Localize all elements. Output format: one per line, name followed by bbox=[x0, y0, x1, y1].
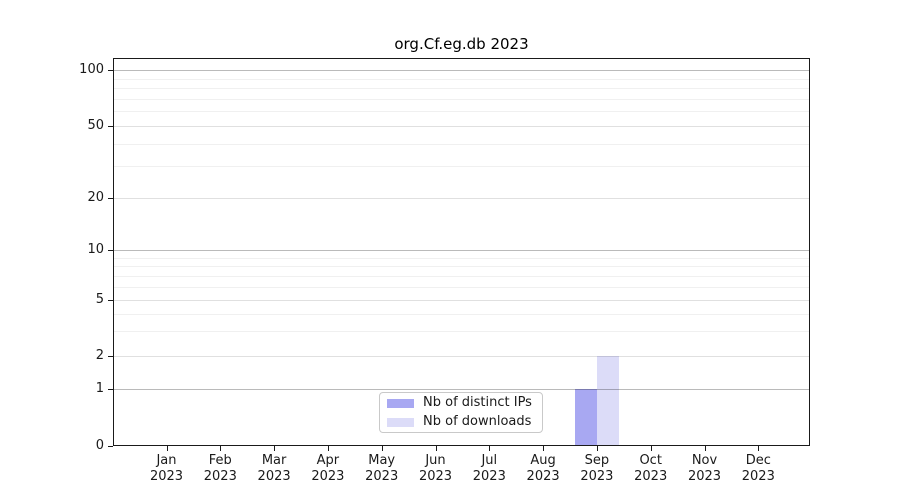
gridline-minor bbox=[114, 286, 809, 288]
gridline-major bbox=[114, 250, 809, 252]
x-tick-label: Nov 2023 bbox=[687, 453, 722, 484]
gridline bbox=[114, 356, 809, 357]
x-tick-label: Jul 2023 bbox=[472, 453, 506, 484]
y-tick-label: 0 bbox=[95, 438, 104, 453]
gridline-minor bbox=[114, 78, 809, 80]
x-tick-label: May 2023 bbox=[365, 453, 399, 484]
bar-distinct-ips bbox=[574, 389, 597, 446]
legend-swatch-downloads bbox=[387, 417, 414, 427]
gridline-minor bbox=[114, 275, 809, 277]
x-tick-label: Jan 2023 bbox=[149, 453, 184, 484]
x-tick-label: Apr 2023 bbox=[311, 453, 345, 484]
x-tick-label: Oct 2023 bbox=[634, 453, 668, 484]
x-tick-mark bbox=[704, 446, 706, 451]
x-tick-mark bbox=[758, 446, 760, 451]
x-tick-mark bbox=[327, 446, 329, 451]
y-tick-label: 20 bbox=[87, 190, 104, 206]
gridline-minor bbox=[114, 111, 809, 113]
x-tick-mark bbox=[543, 446, 545, 451]
gridline-minor bbox=[114, 143, 809, 145]
gridline-major bbox=[114, 389, 809, 390]
y-tick-mark bbox=[108, 300, 113, 302]
x-tick-label: Feb 2023 bbox=[203, 453, 237, 484]
gridline-major bbox=[114, 70, 809, 71]
y-tick-mark bbox=[108, 125, 113, 127]
x-tick-label: Dec 2023 bbox=[741, 453, 775, 484]
y-tick-mark bbox=[108, 389, 113, 390]
y-tick-mark bbox=[108, 356, 113, 357]
y-tick-mark bbox=[108, 446, 113, 447]
x-tick-mark bbox=[596, 446, 598, 451]
x-tick-label: Jun 2023 bbox=[418, 453, 453, 484]
x-tick-label: Sep 2023 bbox=[580, 453, 614, 484]
y-tick-label: 2 bbox=[95, 348, 104, 363]
x-tick-label: Aug 2023 bbox=[526, 453, 560, 484]
x-tick-mark bbox=[220, 446, 222, 451]
y-tick-mark bbox=[108, 198, 113, 200]
bar-downloads bbox=[596, 356, 619, 446]
gridline bbox=[114, 300, 809, 302]
gridline-minor bbox=[114, 257, 809, 259]
x-tick-mark bbox=[381, 446, 383, 451]
y-tick-mark bbox=[108, 70, 113, 71]
gridline-minor bbox=[114, 98, 809, 100]
gridline-minor bbox=[114, 266, 809, 268]
gridline bbox=[114, 125, 809, 127]
y-tick-label: 1 bbox=[95, 381, 104, 396]
legend-item-downloads: Nb of downloads bbox=[387, 414, 536, 430]
chart-title: org.Cf.eg.db 2023 bbox=[394, 35, 529, 53]
legend-label-downloads: Nb of downloads bbox=[423, 414, 532, 429]
x-tick-mark bbox=[274, 446, 276, 451]
y-tick-mark bbox=[108, 250, 113, 252]
gridline-minor bbox=[114, 88, 809, 89]
x-tick-mark bbox=[650, 446, 652, 451]
gridline bbox=[114, 198, 809, 200]
y-tick-label: 10 bbox=[87, 242, 104, 258]
gridline-minor bbox=[114, 166, 809, 168]
y-tick-label: 100 bbox=[79, 62, 104, 77]
x-tick-mark bbox=[166, 446, 168, 451]
legend-label-distinct-ips: Nb of distinct IPs bbox=[423, 395, 532, 410]
legend: Nb of distinct IPs Nb of downloads bbox=[379, 392, 543, 433]
gridline-minor bbox=[114, 313, 809, 315]
x-tick-mark bbox=[489, 446, 491, 451]
x-tick-label: Mar 2023 bbox=[257, 453, 291, 484]
legend-swatch-distinct-ips bbox=[387, 398, 414, 408]
legend-item-distinct-ips: Nb of distinct IPs bbox=[387, 395, 536, 411]
y-tick-label: 5 bbox=[95, 292, 104, 308]
plot-frame bbox=[113, 58, 810, 446]
y-tick-label: 50 bbox=[87, 117, 104, 133]
gridline-minor bbox=[114, 331, 809, 333]
x-tick-mark bbox=[435, 446, 437, 451]
